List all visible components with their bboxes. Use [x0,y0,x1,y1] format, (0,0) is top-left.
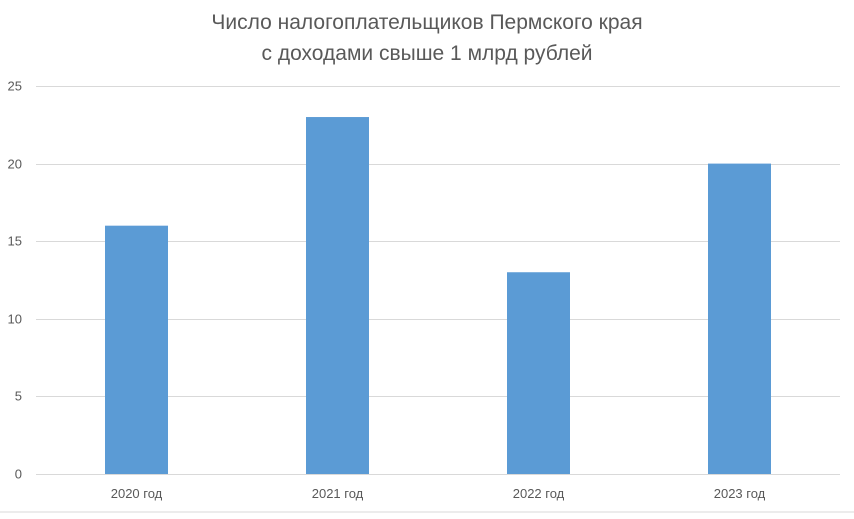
y-tick-label: 5 [15,389,22,404]
x-tick-label: 2023 год [714,486,766,501]
y-tick-label: 10 [8,312,22,327]
gridlines [36,86,840,475]
y-tick-label: 0 [15,467,22,482]
y-tick-label: 25 [8,79,22,94]
chart-title-line-1: Число налогоплательщиков Пермского края [211,11,643,34]
bars [105,117,771,474]
x-tick-label: 2022 год [513,486,565,501]
y-axis-tick-labels: 0 5 10 15 20 25 [8,79,22,482]
x-axis-tick-labels: 2020 год 2021 год 2022 год 2023 год [111,486,766,501]
bar-2 [306,117,369,474]
y-tick-label: 20 [8,157,22,172]
y-tick-label: 15 [8,234,22,249]
bar-4 [708,163,771,474]
bar-3 [507,272,570,474]
chart-title-line-2: с доходами свыше 1 млрд рублей [261,42,593,65]
bar-1 [105,225,168,474]
x-tick-label: 2021 год [312,486,364,501]
x-tick-label: 2020 год [111,486,163,501]
